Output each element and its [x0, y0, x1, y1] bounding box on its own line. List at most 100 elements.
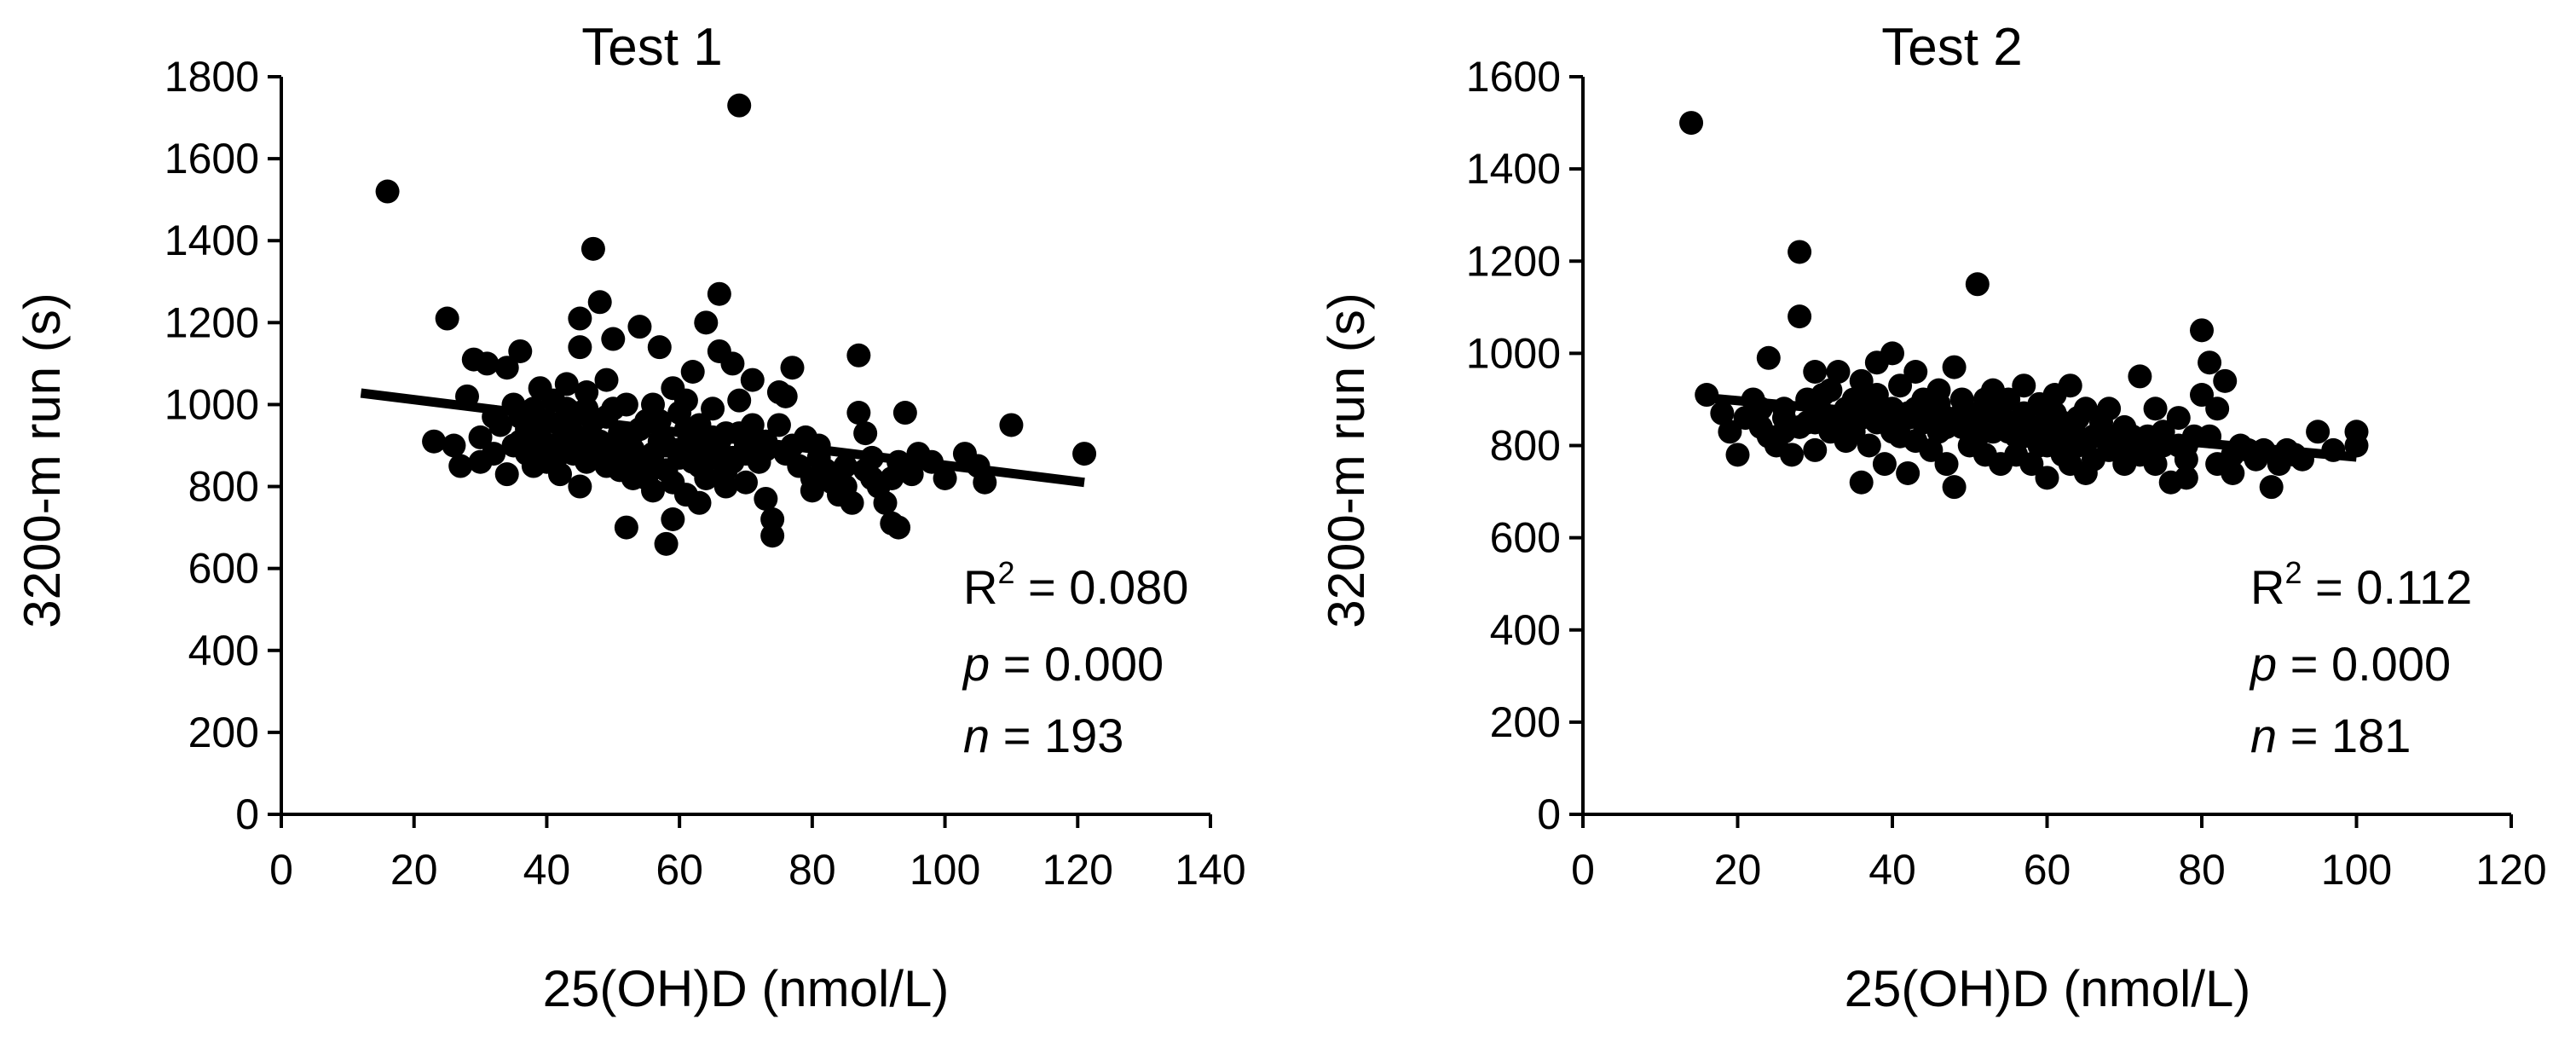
x-tick-label: 80: [788, 846, 836, 894]
data-point: [1849, 470, 1874, 495]
data-point: [2012, 373, 2036, 398]
data-point: [760, 524, 785, 548]
data-point: [1880, 341, 1904, 366]
data-point: [1857, 387, 1881, 412]
data-point: [2042, 401, 2067, 425]
x-tick-label: 0: [1571, 846, 1595, 894]
x-tick-label: 60: [656, 846, 703, 894]
data-point: [1888, 373, 1913, 398]
data-point: [1903, 360, 1928, 384]
data-point: [2198, 350, 2222, 375]
data-point: [1849, 368, 1874, 393]
data-point: [1965, 272, 1990, 297]
data-point: [727, 388, 752, 413]
data-point: [1803, 360, 1828, 384]
y-tick-label: 600: [188, 545, 259, 593]
data-point: [1872, 452, 1897, 477]
data-point: [2073, 397, 2098, 421]
data-point: [422, 429, 447, 454]
data-point: [766, 413, 791, 437]
data-point: [575, 380, 599, 405]
data-point: [1942, 475, 1967, 500]
trend-line: [360, 388, 1085, 488]
y-tick-label: 1600: [1466, 53, 1561, 101]
data-point: [1718, 420, 1742, 444]
data-point: [873, 490, 898, 515]
x-tick-label: 120: [2475, 846, 2546, 894]
data-point: [2259, 475, 2284, 500]
data-point: [580, 442, 605, 466]
x-axis-title: 25(OH)D (nmol/L): [543, 960, 950, 1017]
data-point: [568, 306, 592, 331]
data-point: [754, 486, 778, 511]
data-point: [800, 478, 824, 503]
data-point: [2174, 466, 2198, 490]
data-point: [475, 351, 500, 376]
data-point: [2244, 447, 2268, 472]
data-point: [554, 372, 579, 397]
data-point: [587, 290, 612, 315]
data-point: [2058, 373, 2082, 398]
data-point: [548, 462, 572, 487]
r-squared-value: = 0.080: [1014, 560, 1188, 614]
data-point: [1780, 443, 1805, 467]
data-point: [846, 343, 871, 368]
data-point: [727, 93, 752, 118]
data-point: [887, 515, 911, 540]
p-value-text: p = 0.000: [2249, 637, 2451, 691]
x-tick-label: 20: [390, 846, 438, 894]
data-point: [720, 351, 745, 376]
data-point: [673, 388, 698, 413]
y-tick-label: 400: [188, 627, 259, 674]
data-point: [2128, 364, 2152, 389]
data-point: [1756, 424, 1781, 449]
data-point: [2143, 397, 2168, 421]
data-point: [833, 454, 858, 478]
r-squared-symbol: R: [2250, 560, 2284, 614]
x-tick-label: 140: [1175, 846, 1245, 894]
trend-line: [1698, 392, 2357, 462]
p-symbol: p: [2249, 637, 2277, 691]
data-point: [1826, 360, 1851, 384]
data-point: [601, 433, 626, 458]
y-tick-label: 1200: [1466, 237, 1561, 285]
p-value: = 0.000: [2277, 637, 2451, 691]
data-point: [614, 515, 638, 540]
data-point: [435, 306, 459, 331]
data-point: [1919, 437, 1944, 462]
x-tick-label: 60: [2024, 846, 2071, 894]
data-point: [773, 384, 798, 408]
data-point: [892, 401, 917, 425]
data-point: [1880, 420, 1904, 444]
data-point: [840, 490, 864, 515]
tick-group: 0 200 400 600 800 1000 1200 1400 1600 1800 0 20 40 60…: [165, 53, 1246, 894]
x-tick-label: 40: [1868, 846, 1916, 894]
r-squared-superscript: 2: [997, 555, 1014, 590]
point-group: [375, 93, 1097, 556]
x-tick-label: 100: [910, 846, 980, 894]
tick-group: 0 200 400 600 800 1000 1200 1400 1600 0 20 40 60 80 10…: [1466, 53, 2547, 894]
x-tick-label: 100: [2321, 846, 2392, 894]
data-point: [1788, 304, 1812, 329]
data-point: [1679, 111, 1704, 136]
p-value-text: p = 0.000: [962, 637, 1164, 691]
data-point: [654, 531, 679, 556]
x-tick-label: 120: [1043, 846, 1113, 894]
y-tick-label: 200: [1490, 698, 1561, 746]
y-tick-label: 600: [1490, 514, 1561, 562]
n-symbol: n: [963, 709, 990, 762]
data-point: [601, 327, 626, 351]
chart-title: Test 1: [581, 18, 722, 77]
data-point: [713, 474, 738, 499]
data-point: [687, 490, 712, 515]
data-point: [608, 458, 632, 483]
data-point: [713, 458, 738, 483]
data-point: [1934, 452, 1959, 477]
chart-title: Test 2: [1881, 18, 2022, 77]
data-point: [647, 335, 672, 360]
data-point: [1857, 433, 1881, 458]
data-point: [2097, 397, 2122, 421]
y-tick-label: 200: [188, 709, 259, 756]
r-squared-value: = 0.112: [2302, 560, 2472, 614]
